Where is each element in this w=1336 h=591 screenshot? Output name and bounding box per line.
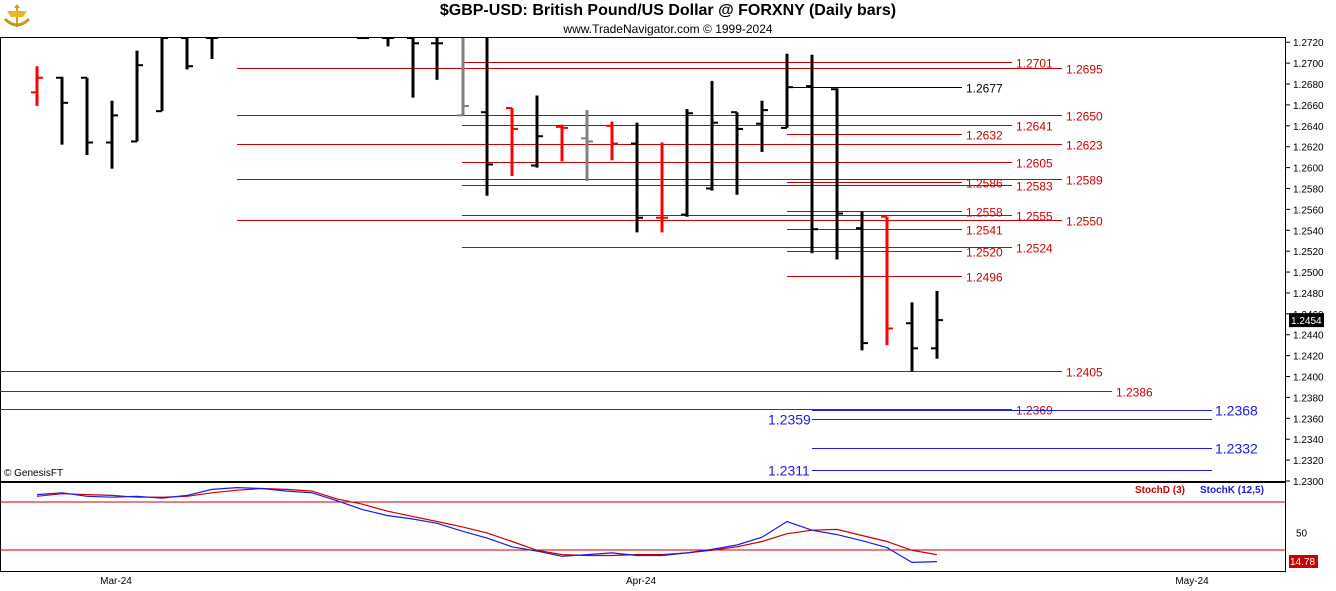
stoch-d-line	[36, 487, 938, 557]
y-tick-label: 1.2540	[1293, 226, 1324, 237]
y-tick-label: 1.2580	[1293, 184, 1324, 195]
x-tick-label: May-24	[1175, 576, 1209, 587]
chart-title: $GBP-USD: British Pound/US Dollar @ FORX…	[439, 2, 897, 19]
level-label: 1.2583	[1016, 180, 1053, 194]
level-label: 1.2520	[966, 246, 1003, 260]
level-label: 1.2332	[1215, 441, 1258, 457]
y-tick-label: 1.2680	[1293, 80, 1324, 91]
level-label: 1.2650	[1066, 110, 1103, 124]
level-label: 1.2605	[1016, 157, 1053, 171]
level-label: 1.2701	[1016, 57, 1053, 71]
last-price-box	[1289, 313, 1324, 328]
y-tick-label: 1.2620	[1293, 143, 1324, 154]
y-tick-label: 1.2360	[1293, 414, 1324, 425]
level-label: 1.2589	[1066, 174, 1103, 188]
y-tick-label: 1.2480	[1293, 289, 1324, 300]
level-label: 1.2555	[1016, 210, 1053, 224]
y-tick-label: 1.2400	[1293, 373, 1324, 384]
level-label: 1.2632	[966, 129, 1003, 143]
stoch-panel-frame	[0, 482, 1286, 572]
y-tick-label: 1.2420	[1293, 352, 1324, 363]
last-price-label: 1.2454	[1291, 316, 1322, 327]
level-label: 1.2311	[768, 463, 810, 479]
y-tick-label: 1.2660	[1293, 101, 1324, 112]
y-tick-label: 1.2500	[1293, 268, 1324, 279]
y-tick-label: 1.2440	[1293, 331, 1324, 342]
stoch-k-line	[36, 486, 938, 564]
stoch-y-tick-label: 50	[1296, 529, 1308, 540]
level-label: 1.2496	[966, 271, 1003, 285]
y-tick-label: 1.2720	[1293, 38, 1324, 49]
level-label: 1.2550	[1066, 215, 1103, 229]
y-tick-label: 1.2700	[1293, 59, 1324, 70]
y-tick-label: 1.2300	[1293, 477, 1324, 488]
level-label: 1.2359	[768, 412, 811, 428]
level-label: 1.2386	[1116, 386, 1153, 400]
level-label: 1.2695	[1066, 63, 1103, 77]
level-label: 1.2623	[1066, 139, 1103, 153]
level-label: 1.2586	[966, 177, 1003, 191]
level-label: 1.2405	[1066, 366, 1103, 380]
level-label: 1.2541	[966, 224, 1003, 238]
y-tick-label: 1.2520	[1293, 247, 1324, 258]
stoch-last-box	[1289, 555, 1318, 568]
x-tick-label: Apr-24	[626, 576, 656, 587]
stoch-last-value: 14.78	[1290, 557, 1315, 568]
x-tick-label: Mar-24	[100, 576, 132, 587]
y-tick-label: 1.2340	[1293, 435, 1324, 446]
chart-subtitle: www.TradeNavigator.com © 1999-2024	[563, 22, 773, 36]
y-tick-label: 1.2640	[1293, 122, 1324, 133]
stoch-d-legend: StochD (3)	[1135, 485, 1185, 496]
y-tick-label: 1.2560	[1293, 205, 1324, 216]
price-panel-frame	[0, 37, 1286, 482]
y-tick-label: 1.2380	[1293, 393, 1324, 404]
y-tick-label: 1.2600	[1293, 164, 1324, 175]
level-label: 1.2524	[1016, 242, 1053, 256]
level-label: 1.2677	[966, 82, 1003, 96]
stoch-k-legend: StochK (12,5)	[1200, 485, 1264, 496]
level-label: 1.2558	[966, 206, 1003, 220]
level-label: 1.2368	[1215, 403, 1258, 419]
level-label: 1.2641	[1016, 120, 1053, 134]
copyright-label: © GenesisFT	[4, 468, 64, 479]
y-tick-label: 1.2320	[1293, 456, 1324, 467]
